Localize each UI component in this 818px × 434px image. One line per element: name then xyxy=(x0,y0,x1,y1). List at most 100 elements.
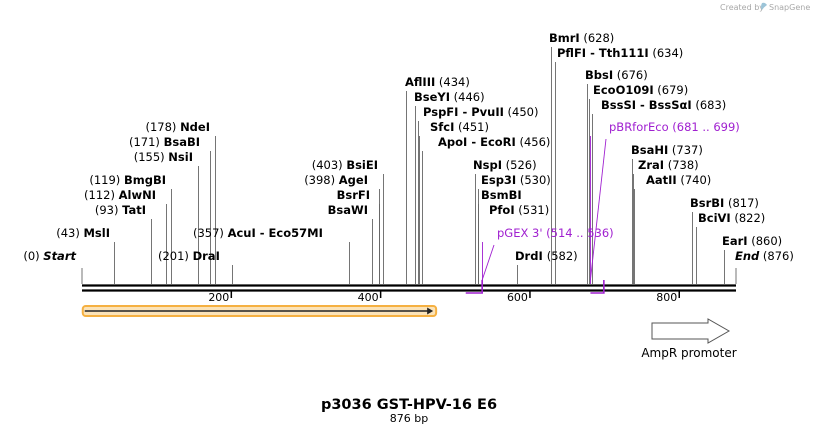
site-label[interactable]: BssSI - BssSαI (683) xyxy=(601,98,726,112)
site-position: (822) xyxy=(731,211,766,225)
site-position: (582) xyxy=(547,249,578,263)
site-name: NdeI xyxy=(180,120,210,134)
site-label[interactable]: (403) BsiEI xyxy=(312,158,378,172)
site-name: DrdI xyxy=(515,249,547,263)
site-label[interactable]: ApoI - EcoRI (456) xyxy=(438,135,550,149)
site-label[interactable]: BsrFI xyxy=(337,188,370,202)
site-label[interactable]: AflIII (434) xyxy=(405,75,470,89)
site-position: (676) xyxy=(613,68,648,82)
site-label[interactable]: BsmBI xyxy=(481,188,522,202)
site-position: (398) xyxy=(304,173,339,187)
site-name: BmgBI xyxy=(124,173,166,187)
ampr-promoter-feature[interactable]: AmpR promoter xyxy=(641,318,737,360)
site-label[interactable]: (93) TatI xyxy=(95,203,146,217)
site-label[interactable]: BseYI (446) xyxy=(414,90,485,104)
site-label[interactable]: BsaHI (737) xyxy=(631,143,703,157)
scale-ticks: 200 400 600 800 xyxy=(208,291,681,304)
site-name: ApoI - EcoRI xyxy=(438,135,516,149)
site-label[interactable]: AatII (740) xyxy=(646,173,711,187)
site-name: AatII xyxy=(646,173,677,187)
snapgene-logo-icon xyxy=(761,2,767,10)
site-lines xyxy=(81,47,737,284)
credit-text: Created by xyxy=(720,3,764,12)
site-position: (0) xyxy=(23,249,43,263)
ampr-promoter-label: AmpR promoter xyxy=(641,346,736,360)
site-label[interactable]: DrdI (582) xyxy=(515,249,578,263)
site-labels: (0) Start(43) MslI(93) TatI(112) AlwNI(1… xyxy=(23,31,794,263)
site-label[interactable]: BsaWI xyxy=(328,203,368,217)
site-name: BsaBI xyxy=(164,135,200,149)
site-name: BsiEI xyxy=(346,158,378,172)
tick-label: 400 xyxy=(358,291,379,304)
site-label[interactable]: ZraI (738) xyxy=(638,158,699,172)
primer-mark[interactable] xyxy=(590,280,605,294)
site-position: (155) xyxy=(134,150,169,164)
site-position: (817) xyxy=(724,196,759,210)
site-name: BsrBI xyxy=(690,196,724,210)
site-position: (683) xyxy=(692,98,727,112)
site-position: (178) xyxy=(145,120,180,134)
primer-marks xyxy=(465,138,607,294)
site-name: EcoO109I xyxy=(593,83,654,97)
site-name: AgeI xyxy=(339,173,368,187)
site-name: BsrFI xyxy=(337,188,370,202)
site-name: BsaWI xyxy=(328,203,368,217)
site-label[interactable]: (398) AgeI xyxy=(304,173,368,187)
site-label[interactable]: BsrBI (817) xyxy=(690,196,759,210)
site-label[interactable]: End (876) xyxy=(735,249,794,263)
site-label[interactable]: PflFI - Tth111I (634) xyxy=(557,46,683,60)
site-name: BmrI xyxy=(549,31,580,45)
site-label[interactable]: Esp3I (530) xyxy=(481,173,551,187)
site-name: BseYI xyxy=(414,90,450,104)
site-name: PfoI xyxy=(489,203,515,217)
map-title: p3036 GST-HPV-16 E6 xyxy=(321,397,497,413)
site-position: (530) xyxy=(516,173,551,187)
site-position: (531) xyxy=(515,203,550,217)
site-label[interactable]: (0) Start xyxy=(23,249,76,263)
site-label[interactable]: BciVI (822) xyxy=(698,211,765,225)
site-name: BsaHI xyxy=(631,143,668,157)
site-position: (112) xyxy=(84,188,119,202)
site-name: Esp3I xyxy=(481,173,516,187)
site-position: (526) xyxy=(502,158,537,172)
primer-leader xyxy=(481,244,495,281)
site-position: (357) xyxy=(193,226,228,240)
site-position: (403) xyxy=(312,158,347,172)
site-label[interactable]: (43) MslI xyxy=(56,226,110,240)
site-label[interactable]: NspI (526) xyxy=(473,158,537,172)
site-label[interactable]: (119) BmgBI xyxy=(89,173,166,187)
site-label[interactable]: PspFI - PvuII (450) xyxy=(423,105,538,119)
site-position: (514 .. 536) xyxy=(543,226,614,240)
site-label[interactable]: EarI (860) xyxy=(722,234,782,248)
credit-brand: SnapGene xyxy=(769,3,810,12)
site-label[interactable]: PfoI (531) xyxy=(489,203,549,217)
primer-mark[interactable] xyxy=(465,280,483,294)
site-name: PflFI - Tth111I xyxy=(557,46,649,60)
site-label[interactable]: (171) BsaBI xyxy=(129,135,200,149)
site-label[interactable]: (112) AlwNI xyxy=(84,188,156,202)
site-label[interactable]: (357) AcuI - Eco57MI xyxy=(193,226,323,240)
site-position: (434) xyxy=(435,75,470,89)
map-subtitle: 876 bp xyxy=(390,412,428,425)
site-name: BciVI xyxy=(698,211,731,225)
site-label[interactable]: BmrI (628) xyxy=(549,31,614,45)
site-position: (93) xyxy=(95,203,122,217)
site-position: (451) xyxy=(454,120,489,134)
site-position: (634) xyxy=(649,46,684,60)
site-name: BbsI xyxy=(585,68,613,82)
site-name: AlwNI xyxy=(119,188,156,202)
site-name: BsmBI xyxy=(481,188,522,202)
site-label[interactable]: (201) DraI xyxy=(158,249,220,263)
site-label[interactable]: BbsI (676) xyxy=(585,68,648,82)
site-position: (456) xyxy=(516,135,551,149)
site-label[interactable]: pBRforEco (681 .. 699) xyxy=(609,120,740,134)
site-position: (737) xyxy=(668,143,703,157)
site-label[interactable]: (155) NsiI xyxy=(134,150,193,164)
orf-feature[interactable] xyxy=(81,305,438,317)
primer-leader xyxy=(589,138,607,281)
site-label[interactable]: SfcI (451) xyxy=(430,120,489,134)
site-label[interactable]: EcoO109I (679) xyxy=(593,83,688,97)
site-position: (171) xyxy=(129,135,164,149)
site-label[interactable]: (178) NdeI xyxy=(145,120,210,134)
